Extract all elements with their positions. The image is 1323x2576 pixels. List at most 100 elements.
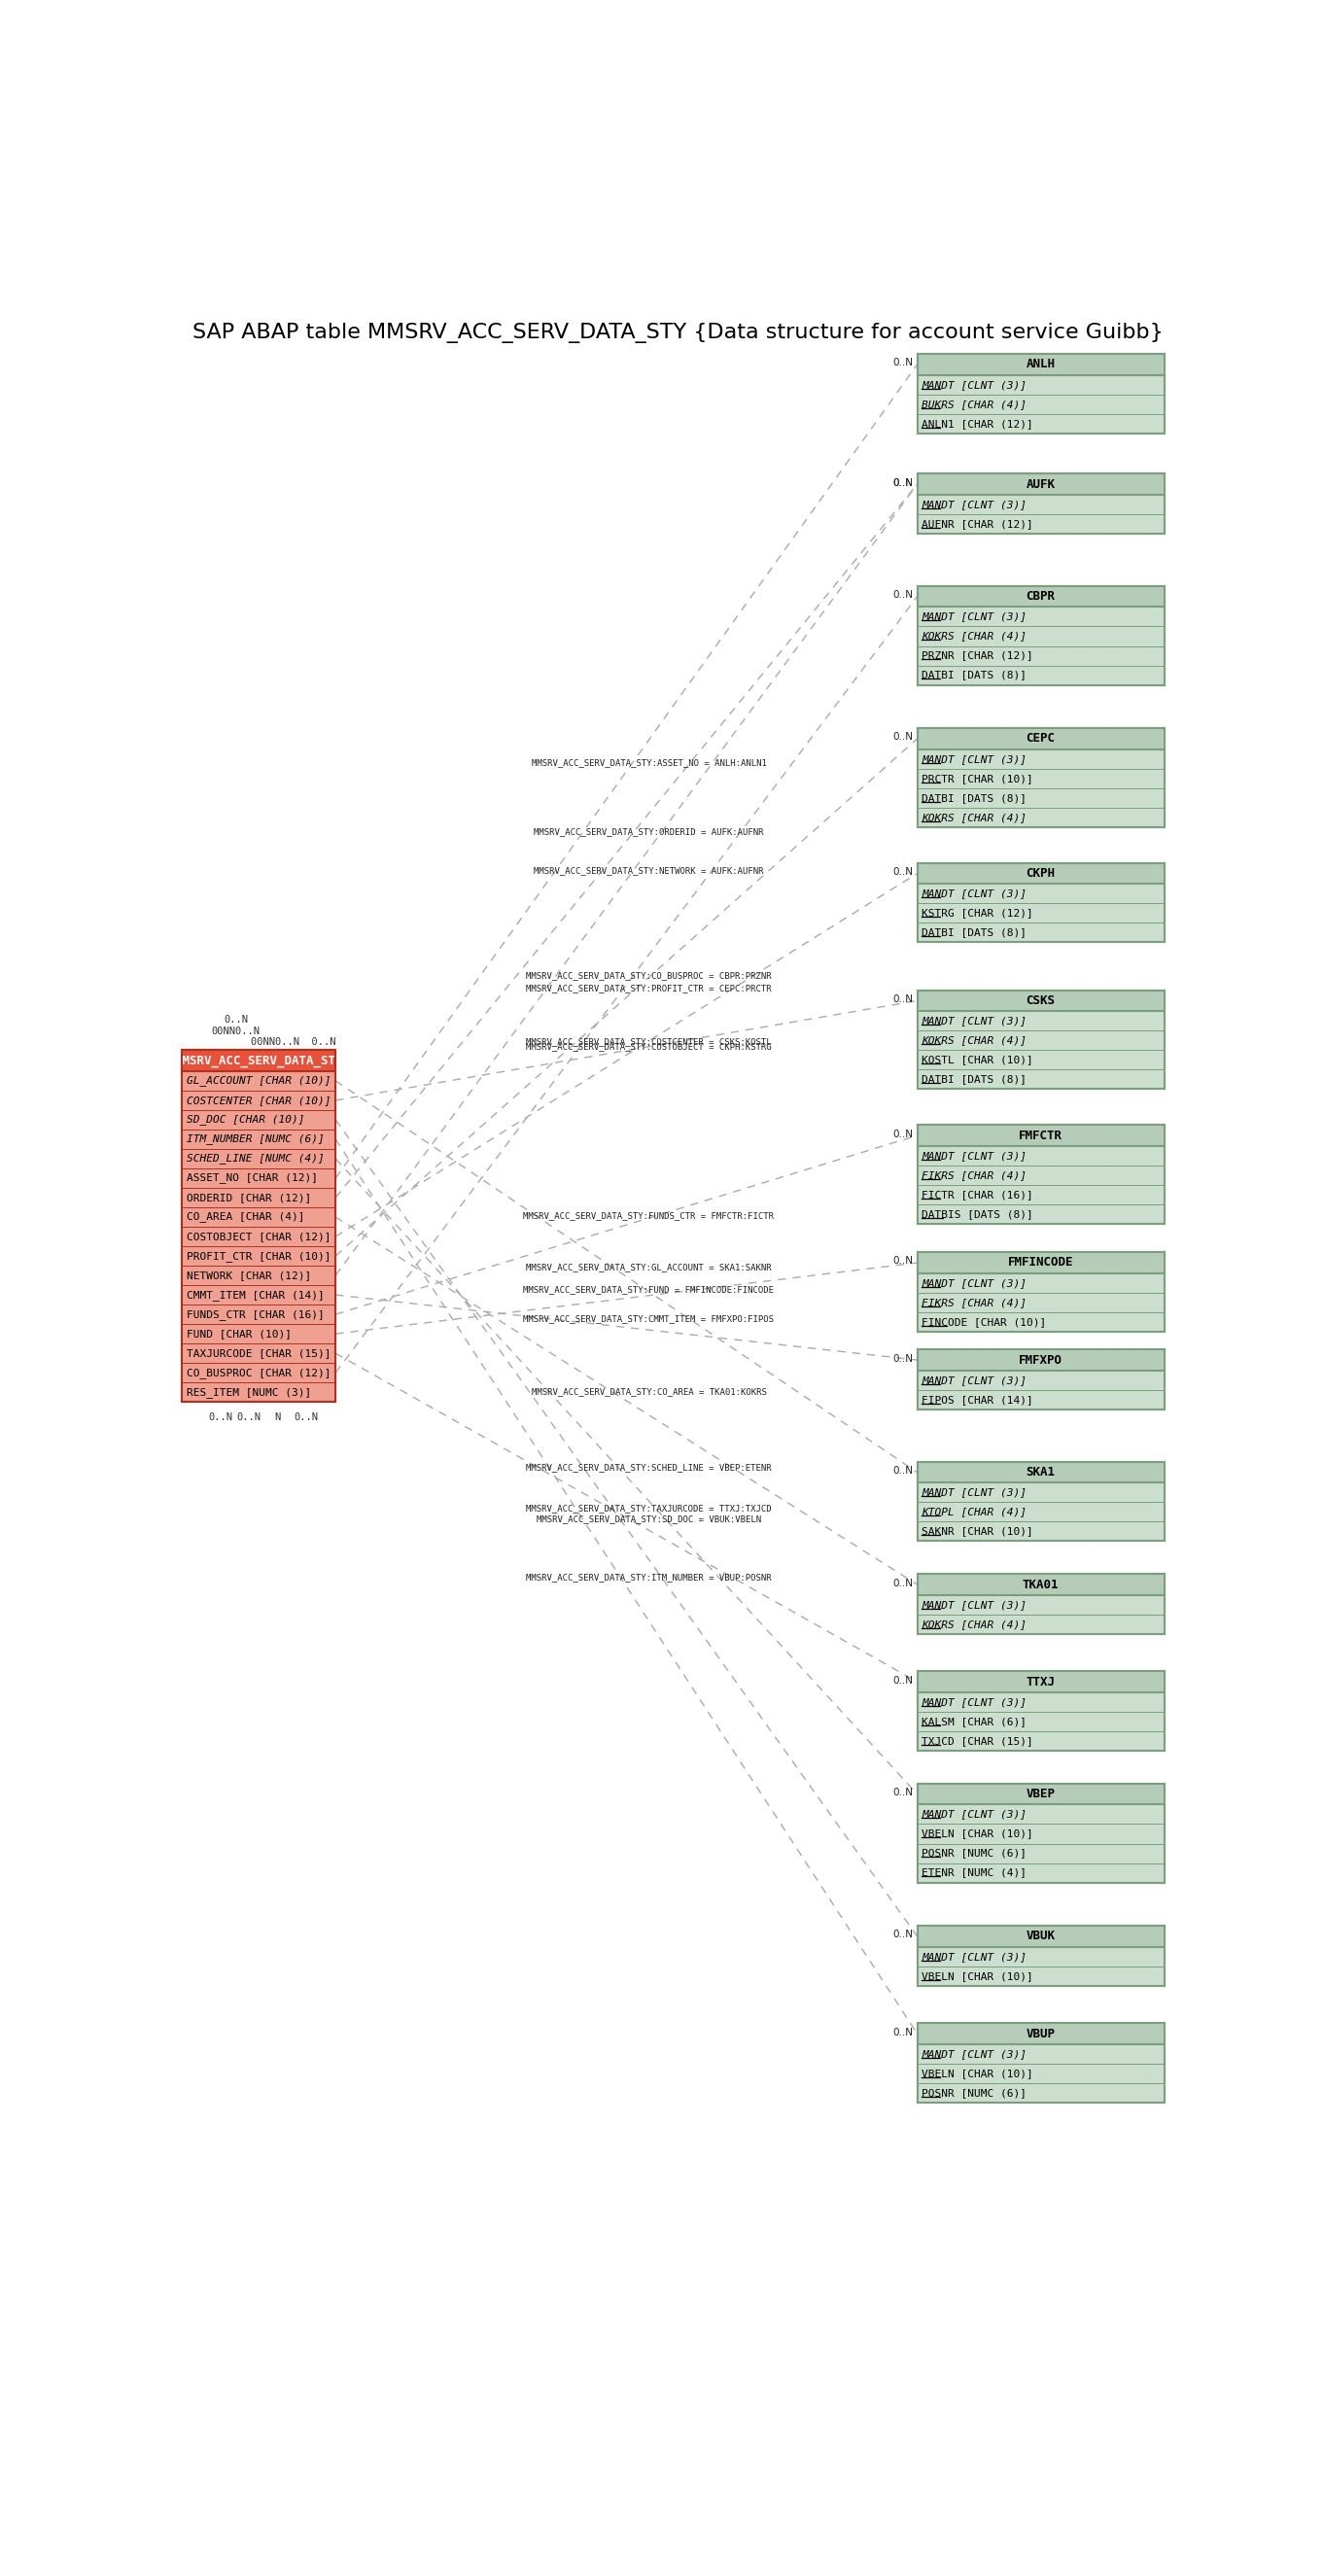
Bar (917, 474, 1164, 533)
Bar (183, 1226, 336, 1247)
Text: MANDT [CLNT (3)]: MANDT [CLNT (3)] (922, 1486, 1027, 1497)
Text: COSTCENTER [CHAR (10)]: COSTCENTER [CHAR (10)] (187, 1095, 331, 1105)
Bar (917, 1252, 1164, 1332)
Text: CSKS: CSKS (1027, 994, 1056, 1007)
Text: MANDT [CLNT (3)]: MANDT [CLNT (3)] (922, 1808, 1027, 1819)
Bar (183, 1051, 336, 1401)
Text: KALSM [CHAR (6)]: KALSM [CHAR (6)] (922, 1716, 1027, 1726)
Bar (183, 1110, 336, 1128)
Text: CKPH: CKPH (1027, 868, 1056, 881)
Text: MMSRV_ACC_SERV_DATA_STY:TAXJURCODE = TTXJ:TXJCD: MMSRV_ACC_SERV_DATA_STY:TAXJURCODE = TTX… (527, 1504, 771, 1512)
Text: RES_ITEM [NUMC (3)]: RES_ITEM [NUMC (3)] (187, 1386, 311, 1399)
Bar (183, 1128, 336, 1149)
Text: DATBI [DATS (8)]: DATBI [DATS (8)] (922, 670, 1027, 680)
Text: SAP ABAP table MMSRV_ACC_SERV_DATA_STY {Data structure for account service Guibb: SAP ABAP table MMSRV_ACC_SERV_DATA_STY {… (193, 322, 1163, 343)
Bar (917, 922, 1164, 943)
Text: MMSRV_ACC_SERV_DATA_STY:SCHED_LINE = VBEP:ETENR: MMSRV_ACC_SERV_DATA_STY:SCHED_LINE = VBE… (527, 1463, 771, 1471)
Bar (183, 1090, 336, 1110)
Text: 0..N: 0..N (893, 1466, 913, 1476)
Bar (917, 474, 1164, 533)
Text: PRCTR [CHAR (10)]: PRCTR [CHAR (10)] (922, 773, 1033, 783)
Text: 0..N: 0..N (893, 1579, 913, 1587)
Text: BUKRS [CHAR (4)]: BUKRS [CHAR (4)] (922, 399, 1027, 410)
Text: MANDT [CLNT (3)]: MANDT [CLNT (3)] (922, 613, 1027, 621)
Bar (917, 2084, 1164, 2102)
Text: MANDT [CLNT (3)]: MANDT [CLNT (3)] (922, 379, 1027, 389)
Bar (917, 1806, 1164, 1824)
Text: MANDT [CLNT (3)]: MANDT [CLNT (3)] (922, 1600, 1027, 1610)
Text: 0..N: 0..N (893, 732, 913, 742)
Text: MMSRV_ACC_SERV_DATA_STY: MMSRV_ACC_SERV_DATA_STY (175, 1054, 343, 1066)
Text: 0..N: 0..N (893, 1352, 913, 1363)
Bar (917, 1461, 1164, 1484)
Text: 0..N: 0..N (893, 479, 913, 487)
Bar (917, 1574, 1164, 1633)
Bar (917, 1862, 1164, 1883)
Bar (917, 2022, 1164, 2102)
Bar (917, 1185, 1164, 1206)
Bar (917, 1672, 1164, 1752)
Bar (183, 1363, 336, 1383)
Text: FMFINCODE: FMFINCODE (1008, 1257, 1073, 1270)
Text: FMFCTR: FMFCTR (1019, 1128, 1062, 1141)
Bar (917, 1069, 1164, 1090)
Text: 0..N: 0..N (237, 1412, 261, 1422)
Text: FIPOS [CHAR (14)]: FIPOS [CHAR (14)] (922, 1394, 1033, 1404)
Text: ORDERID [CHAR (12)]: ORDERID [CHAR (12)] (187, 1193, 311, 1203)
Text: MANDT [CLNT (3)]: MANDT [CLNT (3)] (922, 1376, 1027, 1386)
Bar (183, 1247, 336, 1265)
Text: POSNR [NUMC (6)]: POSNR [NUMC (6)] (922, 2089, 1027, 2097)
Text: ITM_NUMBER [NUMC (6)]: ITM_NUMBER [NUMC (6)] (187, 1133, 324, 1144)
Text: FIKRS [CHAR (4)]: FIKRS [CHAR (4)] (922, 1298, 1027, 1306)
Bar (183, 1383, 336, 1401)
Text: MMSRV_ACC_SERV_DATA_STY:SD_DOC = VBUK:VBELN: MMSRV_ACC_SERV_DATA_STY:SD_DOC = VBUK:VB… (537, 1515, 761, 1522)
Text: GL_ACCOUNT [CHAR (10)]: GL_ACCOUNT [CHAR (10)] (187, 1077, 331, 1087)
Bar (917, 1574, 1164, 1633)
Text: MANDT [CLNT (3)]: MANDT [CLNT (3)] (922, 1015, 1027, 1025)
Text: MMSRV_ACC_SERV_DATA_STY:CO_BUSPROC = CBPR:PRZNR: MMSRV_ACC_SERV_DATA_STY:CO_BUSPROC = CBP… (527, 971, 771, 979)
Bar (917, 884, 1164, 904)
Bar (183, 1285, 336, 1303)
Text: 0..N: 0..N (893, 1674, 913, 1685)
Text: NETWORK [CHAR (12)]: NETWORK [CHAR (12)] (187, 1270, 311, 1280)
Bar (917, 1293, 1164, 1311)
Text: SCHED_LINE [NUMC (4)]: SCHED_LINE [NUMC (4)] (187, 1154, 324, 1164)
Bar (917, 1311, 1164, 1332)
Text: FINCODE [CHAR (10)]: FINCODE [CHAR (10)] (922, 1316, 1046, 1327)
Bar (183, 1170, 336, 1188)
Text: KSTRG [CHAR (12)]: KSTRG [CHAR (12)] (922, 909, 1033, 917)
Text: MMSRV_ACC_SERV_DATA_STY:PROFIT_CTR = CEPC:PRCTR: MMSRV_ACC_SERV_DATA_STY:PROFIT_CTR = CEP… (527, 984, 771, 992)
Bar (917, 1965, 1164, 1986)
Bar (917, 1030, 1164, 1051)
Bar (917, 863, 1164, 943)
Bar (917, 1595, 1164, 1615)
Bar (917, 1206, 1164, 1224)
Bar (917, 1522, 1164, 1540)
Text: FUNDS_CTR [CHAR (16)]: FUNDS_CTR [CHAR (16)] (187, 1309, 324, 1319)
Text: KOKRS [CHAR (4)]: KOKRS [CHAR (4)] (922, 811, 1027, 822)
Text: MMSRV_ACC_SERV_DATA_STY:ASSET_NO = ANLH:ANLN1: MMSRV_ACC_SERV_DATA_STY:ASSET_NO = ANLH:… (532, 757, 766, 768)
Text: KOKRS [CHAR (4)]: KOKRS [CHAR (4)] (922, 631, 1027, 641)
Text: 0..N: 0..N (893, 479, 913, 487)
Text: CMMT_ITEM [CHAR (14)]: CMMT_ITEM [CHAR (14)] (187, 1291, 324, 1301)
Text: CBPR: CBPR (1027, 590, 1056, 603)
Bar (917, 1783, 1164, 1883)
Text: ETENR [NUMC (4)]: ETENR [NUMC (4)] (922, 1868, 1027, 1878)
Text: PROFIT_CTR [CHAR (10)]: PROFIT_CTR [CHAR (10)] (187, 1252, 331, 1262)
Text: FICTR [CHAR (16)]: FICTR [CHAR (16)] (922, 1190, 1033, 1200)
Bar (917, 809, 1164, 827)
Bar (183, 1051, 336, 1072)
Bar (917, 2022, 1164, 2045)
Text: N: N (274, 1412, 280, 1422)
Bar (917, 989, 1164, 1012)
Bar (917, 1731, 1164, 1752)
Text: SKA1: SKA1 (1027, 1466, 1056, 1479)
Text: MMSRV_ACC_SERV_DATA_STY:COSTCENTER = CSKS:KOSTL: MMSRV_ACC_SERV_DATA_STY:COSTCENTER = CSK… (527, 1038, 771, 1046)
Bar (917, 665, 1164, 685)
Bar (917, 1012, 1164, 1030)
Bar (917, 1350, 1164, 1409)
Bar (917, 1615, 1164, 1633)
Text: MMSRV_ACC_SERV_DATA_STY:CMMT_ITEM = FMFXPO:FIPOS: MMSRV_ACC_SERV_DATA_STY:CMMT_ITEM = FMFX… (524, 1314, 774, 1324)
Bar (183, 1208, 336, 1226)
Bar (917, 1672, 1164, 1692)
